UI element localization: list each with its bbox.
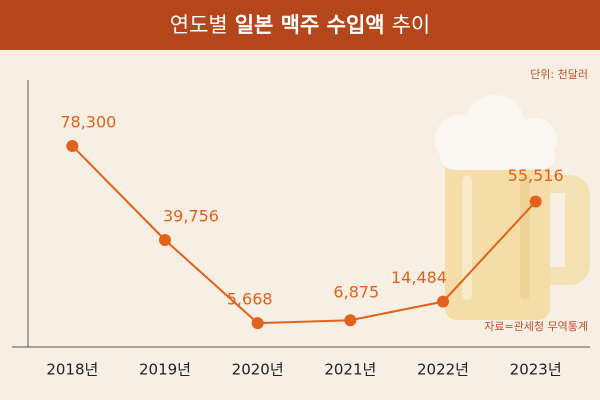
point (66, 139, 79, 152)
beer-mug (435, 95, 590, 320)
chart-title: 연도별 일본 맥주 수입액 추이 (170, 13, 430, 37)
point (529, 195, 542, 208)
value-label: 6,875 (333, 283, 379, 302)
source-label: 자료=관세청 무역통계 (484, 320, 588, 333)
title-part: 연도별 (170, 13, 228, 37)
value-label: 78,300 (60, 112, 116, 131)
line (71, 145, 537, 325)
header-band (0, 0, 600, 50)
point (437, 295, 449, 308)
title-part: 추이 (392, 13, 431, 37)
x-tick-label: 2019년 (139, 361, 191, 379)
x-tick-label: 2018년 (46, 361, 98, 379)
x-tick-label: 2023년 (510, 361, 562, 379)
title-part: 일본 맥주 수입액 (235, 13, 385, 37)
x-tick-label: 2021년 (324, 361, 376, 379)
point (251, 317, 264, 330)
value-label: 14,484 (391, 268, 447, 287)
unit-label: 단위: 천달러 (530, 67, 588, 81)
point (344, 314, 357, 327)
value-label: 55,516 (508, 166, 564, 185)
point (159, 233, 171, 246)
value-label: 39,756 (163, 206, 219, 225)
x-tick-label: 2020년 (232, 361, 284, 379)
x-tick-label: 2022년 (417, 361, 469, 379)
value-label: 5,668 (227, 290, 273, 309)
